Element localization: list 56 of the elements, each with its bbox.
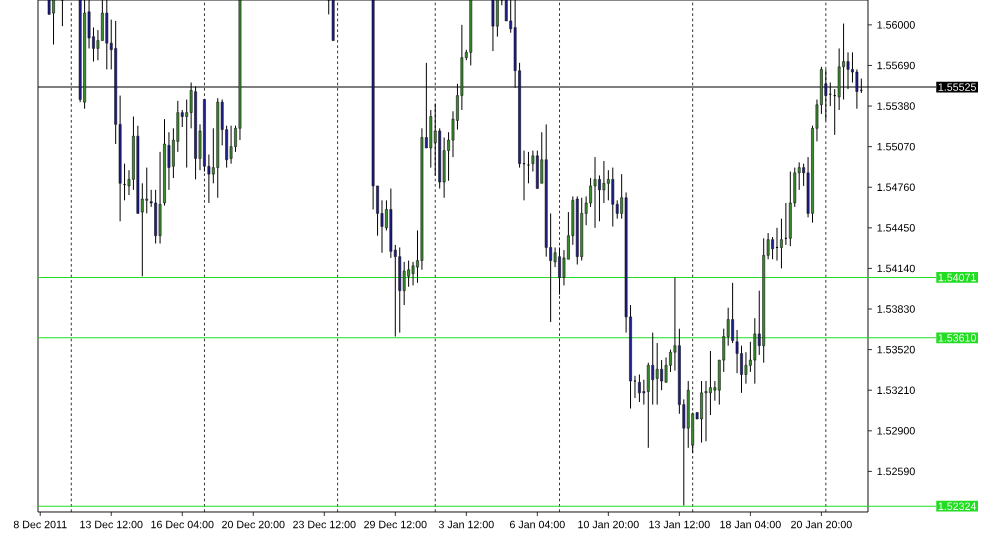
candlestick [229, 125, 233, 165]
candlestick [158, 151, 162, 245]
candlestick [429, 109, 433, 169]
candlestick [780, 218, 783, 269]
candlestick [145, 167, 149, 214]
candlestick [593, 156, 597, 229]
candlestick [526, 151, 531, 184]
x-tick-label: 6 Jan 04:00 [510, 520, 565, 529]
candlestick [655, 342, 659, 406]
candlestick [651, 332, 655, 406]
y-tick-label: 1.52590 [877, 467, 915, 476]
candlestick [389, 188, 393, 259]
x-tick-label: 20 Dec 20:00 [222, 520, 285, 529]
candlestick [735, 329, 739, 374]
candlestick [420, 127, 424, 271]
candlestick [704, 380, 708, 442]
ref-line-label: 1.55525 [938, 83, 976, 91]
y-tick-label: 1.54450 [877, 224, 915, 232]
candlestick [544, 123, 548, 258]
candlestick [122, 163, 127, 201]
y-tick-label: 1.56000 [877, 21, 915, 29]
y-tick-label: 1.52900 [877, 427, 915, 435]
candlestick [602, 160, 606, 204]
candlestick [136, 125, 140, 214]
candlestick [611, 167, 615, 228]
x-tick-label: 18 Jan 04:00 [720, 520, 781, 529]
candlestick [216, 97, 220, 199]
candlestick [580, 197, 584, 262]
ref-line-label: 1.54071 [938, 273, 976, 282]
x-tick-label: 29 Dec 12:00 [364, 520, 427, 529]
y-tick-label: 1.55690 [877, 61, 915, 70]
candlestick [411, 261, 415, 286]
x-tick-label: 20 Jan 20:00 [791, 520, 852, 529]
candlestick [686, 380, 690, 449]
ref-line-label: 1.52324 [938, 502, 977, 510]
y-tick-label: 1.53520 [877, 345, 915, 354]
x-tick-label: 10 Jan 20:00 [578, 520, 639, 529]
candlestick [664, 356, 668, 383]
x-tick-label: 13 Dec 12:00 [80, 520, 143, 529]
candlestick [753, 317, 757, 385]
y-tick-label: 1.55070 [877, 142, 915, 151]
y-tick-label: 1.54140 [877, 264, 915, 273]
candlestick [398, 246, 402, 334]
candlestick [744, 351, 748, 385]
candlestick [575, 195, 579, 265]
x-tick-label: 23 Dec 12:00 [293, 520, 356, 529]
x-tick-label: 3 Jan 12:00 [438, 520, 494, 529]
ref-line-label: 1.53610 [938, 334, 976, 342]
y-tick-label: 1.55380 [877, 102, 915, 110]
x-tick-label: 13 Jan 12:00 [649, 520, 710, 529]
y-tick-label: 1.54760 [877, 183, 915, 192]
x-tick-label: 16 Dec 04:00 [151, 520, 214, 529]
y-tick-label: 1.53830 [877, 305, 915, 313]
candlestick [646, 362, 650, 449]
x-tick-label: 8 Dec 2011 [13, 520, 67, 529]
y-tick-label: 1.53210 [877, 386, 915, 394]
